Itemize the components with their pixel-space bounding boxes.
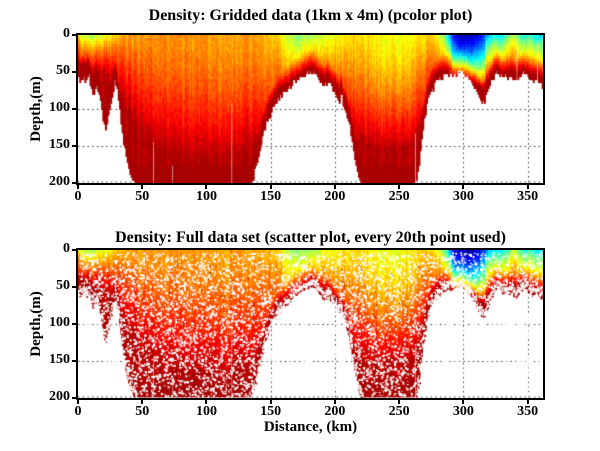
x-tick-mark bbox=[77, 185, 79, 189]
x-tick-label: 100 bbox=[195, 189, 217, 204]
y-tick-label: 150 bbox=[49, 137, 70, 152]
x-tick-label: 300 bbox=[452, 404, 474, 419]
y-tick-label: 200 bbox=[49, 389, 70, 404]
y-tick-label: 100 bbox=[49, 100, 70, 115]
y-tick-label: 200 bbox=[49, 174, 70, 189]
x-tick-mark bbox=[526, 400, 529, 404]
x-tick-label: 200 bbox=[324, 189, 346, 204]
x-tick-label: 100 bbox=[195, 404, 217, 419]
x-tick-label: 250 bbox=[388, 189, 410, 204]
y-tick-label: 0 bbox=[63, 241, 70, 256]
x-tick-label: 200 bbox=[324, 404, 346, 419]
y-tick-label: 100 bbox=[49, 315, 70, 330]
x-tick-mark bbox=[141, 185, 144, 189]
x-tick-label: 50 bbox=[135, 404, 150, 419]
pcolor-plot-title: Density: Gridded data (1km x 4m) (pcolor… bbox=[148, 7, 473, 24]
y-tick-mark bbox=[72, 34, 76, 36]
x-tick-label: 350 bbox=[517, 404, 539, 419]
x-tick-label: 150 bbox=[260, 404, 282, 419]
x-tick-label: 0 bbox=[74, 404, 82, 419]
x-tick-mark bbox=[141, 400, 144, 404]
x-tick-mark bbox=[269, 185, 272, 189]
scatter-plot-area bbox=[76, 248, 545, 400]
x-tick-mark bbox=[205, 185, 208, 189]
x-tick-label: 0 bbox=[74, 189, 82, 204]
x-tick-mark bbox=[398, 185, 401, 189]
x-tick-mark bbox=[462, 400, 465, 404]
x-tick-mark bbox=[526, 185, 529, 189]
x-tick-mark bbox=[205, 400, 208, 404]
y-tick-mark bbox=[72, 182, 76, 184]
x-tick-mark bbox=[333, 185, 336, 189]
y-tick-mark bbox=[72, 71, 76, 73]
y-tick-label: 150 bbox=[49, 352, 70, 367]
y-tick-label: 50 bbox=[56, 278, 70, 293]
y-tick-mark bbox=[72, 323, 76, 325]
y-tick-label: 0 bbox=[63, 26, 70, 41]
x-tick-mark bbox=[398, 400, 401, 404]
y-tick-mark bbox=[72, 249, 76, 251]
x-tick-label: 150 bbox=[260, 189, 282, 204]
x-tick-label: 250 bbox=[388, 404, 410, 419]
x-tick-mark bbox=[333, 400, 336, 404]
scatter-canvas bbox=[78, 250, 543, 398]
pcolor-plot-area bbox=[76, 33, 545, 185]
pcolor-canvas bbox=[78, 35, 543, 183]
x-tick-label: 50 bbox=[135, 189, 150, 204]
x-tick-mark bbox=[77, 400, 79, 404]
x-tick-mark bbox=[269, 400, 272, 404]
x-tick-mark bbox=[462, 185, 465, 189]
x-axis-label: Distance, (km) bbox=[263, 419, 358, 435]
y-tick-mark bbox=[72, 145, 76, 147]
y-tick-mark bbox=[72, 360, 76, 362]
y-tick-mark bbox=[72, 108, 76, 110]
y-tick-mark bbox=[72, 397, 76, 399]
scatter-plot-title: Density: Full data set (scatter plot, ev… bbox=[115, 229, 506, 246]
y-tick-label: 50 bbox=[56, 63, 70, 78]
y-tick-mark bbox=[72, 286, 76, 288]
x-tick-label: 300 bbox=[452, 189, 474, 204]
x-tick-label: 350 bbox=[517, 189, 539, 204]
